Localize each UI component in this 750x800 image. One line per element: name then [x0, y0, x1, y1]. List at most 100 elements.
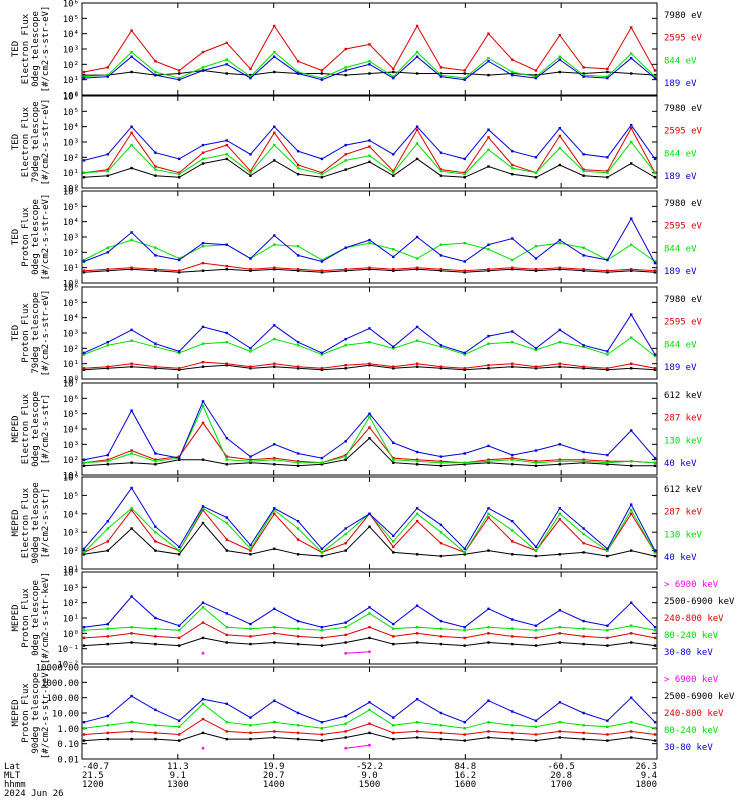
- y-tick-label: 10⁶: [63, 93, 79, 103]
- panel-8: 0.010.101.0010.00100.001000.0010000.00ME…: [11, 664, 735, 766]
- series-4: [82, 400, 657, 461]
- y-axis-label-line: 0deg telescope: [31, 391, 41, 467]
- y-tick-label: 10⁻²: [57, 661, 79, 671]
- y-tick-label: 10000.00: [36, 664, 79, 674]
- series-4: [82, 55, 657, 81]
- series-line: [83, 268, 656, 273]
- series-line: [83, 158, 656, 178]
- y-axis-label: MEPEDProton Flux0deg telescope[#/cm2-s-s…: [11, 572, 51, 664]
- series-line: [83, 695, 656, 723]
- series-2: [82, 360, 657, 370]
- y-tick-label: 10¹: [63, 360, 79, 370]
- y-tick-label: 10⁻¹: [57, 645, 79, 655]
- y-axis-label-line: TED: [11, 325, 21, 341]
- data-point: [82, 76, 86, 80]
- legend-entry: 189 eV: [664, 172, 697, 182]
- legend-entry: 844 eV: [664, 244, 697, 254]
- y-tick-label: 10¹: [63, 76, 79, 86]
- y-tick-label: 1000.00: [41, 679, 79, 689]
- data-point: [201, 747, 205, 750]
- y-tick-label: 10⁵: [63, 299, 79, 309]
- y-axis-label-line: MEPED: [11, 415, 21, 442]
- y-tick-label: 10⁰: [63, 185, 79, 195]
- series-4: [82, 123, 657, 162]
- y-axis-label-line: Electron Flux: [21, 106, 31, 177]
- data-point: [201, 652, 205, 655]
- series-line: [83, 718, 656, 736]
- y-axis-label-line: [#/cm2-s-str]: [41, 488, 51, 558]
- panel-4: 10⁰ 10¹ 10² 10³ 10⁴ 10⁵ 10⁶ TEDProton Flux79deg…: [11, 284, 703, 386]
- y-tick-label: 10⁷: [63, 380, 79, 390]
- series-4: [82, 486, 657, 552]
- y-axis-label-line: MEPED: [11, 604, 21, 631]
- legend-entry: 189 eV: [664, 363, 697, 373]
- footer-value: 19.9: [263, 762, 285, 772]
- y-tick-label: 10¹: [63, 169, 79, 179]
- footer-date: 2024 Jun 26: [4, 789, 64, 799]
- y-axis-label: TEDElectron Flux0deg telescope[#/cm2-s-s…: [11, 6, 51, 93]
- legend-entry: 287 keV: [664, 414, 703, 424]
- footer-value: 16.2: [454, 771, 476, 781]
- y-tick-label: 10¹: [63, 615, 79, 625]
- legend-entry: 2595 eV: [664, 34, 703, 44]
- y-axis-label-line: 79deg telescope: [31, 101, 41, 182]
- footer-value: 1400: [263, 780, 285, 790]
- footer-row-hhmm: hhmm: [4, 780, 26, 790]
- y-tick-label: 10²: [63, 599, 79, 609]
- series-2: [82, 24, 657, 74]
- series-2: [82, 261, 657, 272]
- legend-entry: 130 keV: [664, 530, 703, 540]
- series-line: [83, 703, 656, 729]
- legend-entry: 844 eV: [664, 149, 697, 159]
- series-line: [83, 622, 656, 639]
- footer-value: 9.0: [361, 771, 377, 781]
- y-tick-label: 10¹: [63, 472, 79, 482]
- y-tick-label: 10⁰: [63, 280, 79, 290]
- y-tick-label: 10²: [63, 345, 79, 355]
- legend-entry: 844 eV: [664, 340, 697, 350]
- footer-value: 1800: [635, 780, 657, 790]
- series-1: [82, 364, 657, 371]
- series-line: [83, 422, 656, 464]
- y-axis-label-line: Electron Flux: [21, 13, 31, 84]
- y-tick-label: 100.00: [46, 694, 79, 704]
- series-line: [84, 69, 656, 76]
- footer-row-mlt: MLT: [4, 771, 21, 781]
- y-axis-label-line: [#/cm2-s-str-keV]: [41, 572, 51, 664]
- y-tick-label: 10⁴: [63, 123, 79, 133]
- series-1: [201, 650, 371, 655]
- series-4: [82, 313, 657, 356]
- y-tick-label: 10⁰: [63, 630, 79, 640]
- series-2: [82, 731, 657, 742]
- panel-1: 10⁰ 10¹ 10² 10³ 10⁴ 10⁵ 10⁶ TEDElectron Flux0de…: [11, 0, 703, 102]
- y-tick-label: 10⁴: [63, 569, 79, 579]
- legend-entry: 2595 eV: [664, 127, 703, 137]
- series-2: [82, 636, 657, 647]
- y-tick-label: 10³: [63, 139, 79, 149]
- series-3: [82, 50, 657, 80]
- y-axis-label-line: Proton Flux: [21, 588, 31, 648]
- legend-entry: 612 keV: [664, 391, 703, 401]
- y-axis-label-line: MEPED: [11, 509, 21, 536]
- y-tick-label: 10⁵: [63, 15, 79, 25]
- y-tick-label: 10¹: [63, 566, 79, 576]
- y-axis-label-line: Proton Flux: [21, 207, 31, 267]
- y-axis-label-line: [#/cm2-s-str-eV]: [41, 6, 51, 93]
- data-point: [653, 73, 657, 77]
- y-axis-label-line: TED: [11, 229, 21, 245]
- series-line: [83, 361, 656, 369]
- footer-value: 20.7: [263, 771, 285, 781]
- y-tick-label: 10⁵: [63, 492, 79, 502]
- panel-7: 10⁻² 10⁻¹ 10⁰ 10¹ 10² 10³ 10⁴ MEPEDProton Flux0…: [11, 569, 735, 671]
- y-tick-label: 10⁰: [63, 376, 79, 386]
- y-tick-label: 10²: [63, 61, 79, 71]
- legend-entry: 240-800 keV: [664, 709, 724, 719]
- series-line: [83, 400, 656, 461]
- y-tick-label: 0.10: [57, 740, 79, 750]
- series-3: [82, 336, 657, 358]
- y-axis-label: TEDProton Flux79deg telescope[#/cm2-s-st…: [11, 290, 51, 377]
- legend-entry: 844 eV: [664, 56, 697, 66]
- footer-value: 84.8: [454, 762, 476, 772]
